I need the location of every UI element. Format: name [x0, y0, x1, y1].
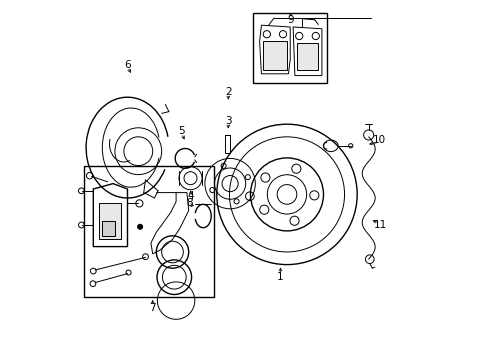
Bar [296, 43, 318, 70]
Text: 7: 7 [149, 303, 156, 313]
Bar [224, 135, 230, 153]
Text: 8: 8 [186, 198, 193, 208]
Bar [253, 13, 326, 83]
Circle shape [137, 224, 142, 229]
Text: 6: 6 [124, 60, 131, 70]
Bar [102, 221, 115, 236]
Text: 2: 2 [224, 87, 231, 97]
Text: 5: 5 [178, 126, 184, 136]
Text: 9: 9 [286, 15, 293, 25]
Text: 11: 11 [373, 220, 386, 230]
Text: 4: 4 [187, 191, 193, 201]
Text: 1: 1 [277, 272, 283, 282]
Bar [99, 203, 121, 239]
Text: 3: 3 [224, 116, 231, 126]
Bar [84, 166, 213, 297]
Text: 10: 10 [372, 135, 385, 145]
Bar [263, 41, 286, 70]
